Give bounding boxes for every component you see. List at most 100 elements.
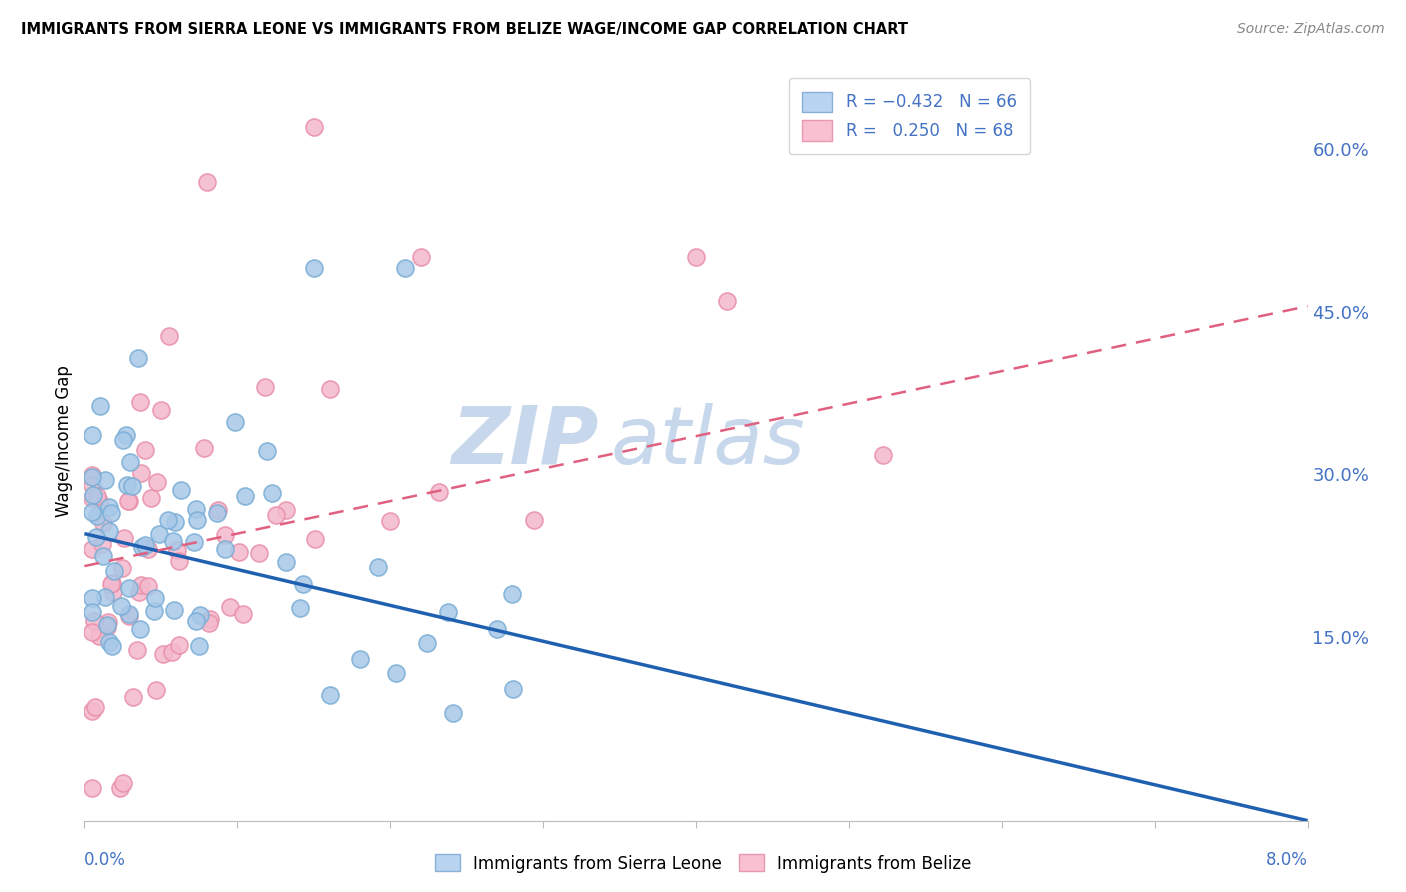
Point <box>160 645 183 659</box>
Point <box>247 546 270 560</box>
Point <box>145 683 167 698</box>
Point <box>98 524 121 538</box>
Point <box>127 643 149 657</box>
Point <box>148 527 170 541</box>
Point <box>129 466 152 480</box>
Point <box>118 581 141 595</box>
Point <box>302 120 325 135</box>
Point <box>186 514 208 528</box>
Point <box>224 415 246 429</box>
Point <box>142 604 165 618</box>
Point <box>162 534 184 549</box>
Point <box>127 351 149 365</box>
Point <box>134 442 156 457</box>
Point <box>86 489 108 503</box>
Point <box>94 590 117 604</box>
Point <box>349 651 371 665</box>
Point <box>378 514 401 528</box>
Point <box>163 603 186 617</box>
Point <box>80 781 103 796</box>
Point <box>118 494 141 508</box>
Point <box>115 427 138 442</box>
Point <box>145 475 167 490</box>
Text: IMMIGRANTS FROM SIERRA LEONE VS IMMIGRANTS FROM BELIZE WAGE/INCOME GAP CORRELATI: IMMIGRANTS FROM SIERRA LEONE VS IMMIGRAN… <box>21 22 908 37</box>
Point <box>100 506 122 520</box>
Point <box>207 506 229 520</box>
Point <box>291 577 314 591</box>
Point <box>166 543 188 558</box>
Point <box>131 578 153 592</box>
Point <box>302 261 325 276</box>
Point <box>232 607 254 621</box>
Point <box>441 706 464 721</box>
Point <box>274 503 297 517</box>
Point <box>83 614 105 628</box>
Point <box>187 639 209 653</box>
Point <box>80 470 103 484</box>
Point <box>385 666 408 681</box>
Point <box>183 535 205 549</box>
Point <box>80 704 103 718</box>
Point <box>188 608 211 623</box>
Point <box>184 614 207 628</box>
Text: ZIP: ZIP <box>451 402 598 481</box>
Point <box>485 622 508 636</box>
Point <box>523 513 546 527</box>
Point <box>416 636 439 650</box>
Point <box>136 541 159 556</box>
Text: 0.0%: 0.0% <box>84 851 127 869</box>
Point <box>290 601 312 615</box>
Point <box>502 682 524 697</box>
Point <box>134 538 156 552</box>
Point <box>262 485 284 500</box>
Y-axis label: Wage/Income Gap: Wage/Income Gap <box>55 366 73 517</box>
Point <box>143 591 166 605</box>
Point <box>111 775 134 789</box>
Point <box>97 615 120 629</box>
Point <box>118 455 141 469</box>
Point <box>319 382 342 396</box>
Point <box>115 478 138 492</box>
Point <box>228 544 250 558</box>
Point <box>108 781 131 796</box>
Point <box>87 629 110 643</box>
Point <box>409 251 432 265</box>
Point <box>84 530 107 544</box>
Point <box>100 577 122 591</box>
Text: atlas: atlas <box>610 402 806 481</box>
Point <box>117 494 139 508</box>
Point <box>156 513 179 527</box>
Point <box>716 293 738 308</box>
Point <box>266 508 288 522</box>
Point <box>170 483 193 498</box>
Point <box>129 622 152 636</box>
Point <box>86 509 108 524</box>
Point <box>149 402 172 417</box>
Point <box>193 441 215 455</box>
Point <box>319 688 342 702</box>
Point <box>198 616 221 631</box>
Point <box>131 541 153 555</box>
Point <box>219 600 242 615</box>
Point <box>80 491 103 505</box>
Point <box>167 638 190 652</box>
Point <box>80 468 103 483</box>
Point <box>89 399 111 413</box>
Point <box>80 478 103 492</box>
Point <box>103 585 125 599</box>
Point <box>80 605 103 619</box>
Point <box>91 516 114 531</box>
Text: Source: ZipAtlas.com: Source: ZipAtlas.com <box>1237 22 1385 37</box>
Point <box>214 541 236 556</box>
Point <box>100 575 122 590</box>
Point <box>82 488 104 502</box>
Point <box>112 532 135 546</box>
Point <box>167 554 190 568</box>
Point <box>110 599 132 613</box>
Point <box>121 479 143 493</box>
Point <box>367 560 389 574</box>
Point <box>91 549 114 563</box>
Point <box>94 474 117 488</box>
Point <box>256 443 278 458</box>
Point <box>111 561 134 575</box>
